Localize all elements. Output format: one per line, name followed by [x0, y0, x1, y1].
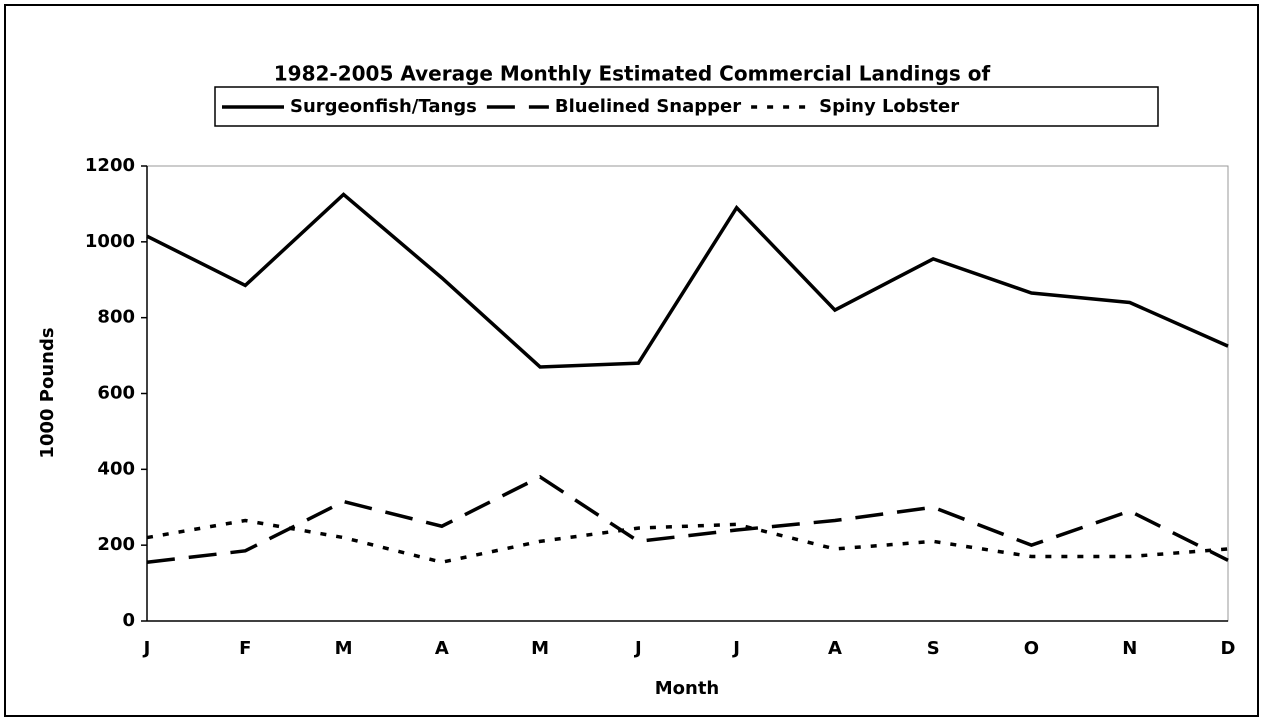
series-line — [146, 192, 1229, 369]
y-tick-label: 0 — [122, 610, 135, 631]
x-tick-label: M — [531, 638, 549, 659]
x-tick-label: D — [1221, 638, 1236, 659]
y-tick-label: 400 — [97, 458, 135, 479]
y-tick-label: 200 — [97, 534, 135, 555]
x-tick-label: J — [731, 638, 740, 659]
x-tick-label: M — [335, 638, 353, 659]
y-tick-label: 1200 — [85, 155, 135, 176]
x-tick-label: O — [1024, 638, 1039, 659]
legend-box — [214, 86, 1159, 127]
legend-label: Surgeonfish/Tangs — [290, 96, 477, 117]
y-tick-label: 1000 — [85, 231, 135, 252]
series-line — [146, 474, 1229, 564]
x-tick-label: S — [927, 638, 940, 659]
y-tick-label: 800 — [97, 307, 135, 328]
y-tick-label: 600 — [97, 383, 135, 404]
legend-label: Bluelined Snapper — [555, 96, 741, 117]
chart-title: 1982-2005 Average Monthly Estimated Comm… — [274, 62, 991, 86]
legend-label: Spiny Lobster — [819, 96, 959, 117]
x-axis-label: Month — [655, 678, 720, 699]
series-line — [146, 518, 1229, 565]
x-tick-label: A — [435, 638, 449, 659]
x-tick-label: J — [142, 638, 151, 659]
y-axis-label: 1000 Pounds — [37, 327, 58, 458]
x-tick-label: F — [239, 638, 251, 659]
x-tick-label: A — [828, 638, 842, 659]
x-tick-label: N — [1122, 638, 1137, 659]
x-tick-label: J — [633, 638, 642, 659]
